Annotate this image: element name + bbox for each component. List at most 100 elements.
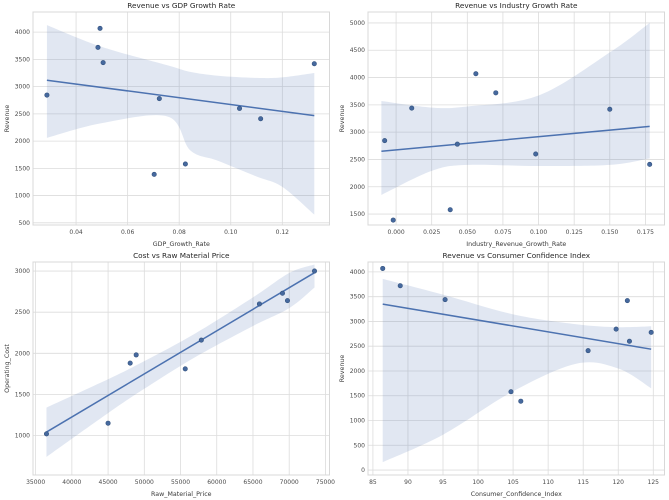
y-tick-label: 500: [19, 220, 31, 227]
x-tick-label: 120: [612, 479, 624, 486]
y-tick-label: 1500: [15, 165, 30, 172]
scatter-point: [472, 71, 478, 77]
chart-title: Revenue vs GDP Growth Rate: [127, 1, 236, 10]
x-tick-label: 0.100: [529, 229, 546, 236]
y-tick-label: 2000: [15, 350, 30, 357]
scatter-point: [95, 44, 101, 50]
trend-line: [380, 125, 650, 153]
x-tick-label: 60000: [207, 479, 226, 486]
plot-area: [33, 12, 330, 225]
scatter-point: [517, 398, 523, 404]
scatter-point: [100, 60, 106, 66]
y-tick-label: 3500: [15, 56, 30, 63]
scatter-point: [648, 329, 654, 335]
y-tick-label: 5000: [349, 20, 364, 27]
confidence-band: [46, 25, 315, 215]
y-tick-label: 1000: [349, 418, 364, 425]
chart-revenue-vs-gdp-growth-rate: 0.04 0.06 0.08 0.10 0.12 500 1000 1500 2000 2500 3…: [0, 0, 335, 250]
scatter-point: [447, 207, 453, 213]
scatter-point: [237, 105, 243, 111]
scatter-point: [182, 366, 188, 372]
chart-title: Revenue vs Consumer Confidence Index: [442, 251, 590, 260]
scatter-point: [105, 420, 111, 426]
y-tick-label: 1500: [349, 211, 364, 218]
scatter-point: [442, 297, 448, 303]
x-tick-label: 0.06: [121, 229, 135, 236]
x-tick-label: 45000: [99, 479, 118, 486]
y-tick-label: 3500: [349, 102, 364, 109]
scatter-point: [626, 338, 632, 344]
confidence-band: [382, 278, 651, 463]
scatter-point: [44, 92, 50, 98]
scatter-point: [532, 151, 538, 157]
y-tick-label: 1000: [15, 433, 30, 440]
x-tick-label: 0.04: [69, 229, 83, 236]
subplot-cost-vs-raw-material-price: 35000 40000 45000 50000 55000 60000 65000 70000…: [0, 250, 335, 500]
scatter-point: [606, 106, 612, 112]
y-tick-label: 4000: [349, 75, 364, 82]
y-tick-label: 4500: [349, 47, 364, 54]
chart-title: Revenue vs Industry Growth Rate: [455, 1, 578, 10]
x-tick-label: 0.150: [601, 229, 618, 236]
y-tick-label: 3000: [349, 318, 364, 325]
subplot-revenue-vs-gdp-growth-rate: 0.04 0.06 0.08 0.10 0.12 500 1000 1500 2000 2500 3…: [0, 0, 335, 250]
scatter-point: [256, 301, 262, 307]
trend-line: [46, 79, 315, 117]
chart-revenue-vs-consumer-confidence-index: 85 90 95 100 105 110 115 120 125 0 500 1000 1500 2000…: [334, 250, 669, 500]
x-tick-label: 0.050: [458, 229, 475, 236]
x-tick-label: 70000: [280, 479, 299, 486]
y-tick-label: 1000: [15, 193, 30, 200]
scatter-point: [624, 298, 630, 304]
chart-revenue-vs-industry-growth-rate: 0.000 0.025 0.050 0.075 0.100 0.125 0.150 0.175…: [334, 0, 669, 250]
x-axis-label: Raw_Material_Price: [151, 491, 212, 498]
x-tick-label: 0.10: [224, 229, 238, 236]
x-tick-label: 40000: [62, 479, 81, 486]
x-tick-label: 55000: [171, 479, 190, 486]
scatter-point: [379, 265, 385, 271]
y-tick-label: 2500: [15, 111, 30, 118]
confidence-band: [380, 22, 650, 195]
chart-title: Cost vs Raw Material Price: [133, 251, 230, 260]
x-axis-label: Industry_Revenue_Growth_Rate: [466, 241, 566, 248]
scatter-point: [151, 171, 157, 177]
plot-area: [367, 12, 664, 225]
scatter-point: [613, 326, 619, 332]
trend-line: [46, 272, 315, 433]
y-tick-label: 1500: [15, 391, 30, 398]
x-tick-label: 105: [507, 479, 519, 486]
scatter-point: [381, 138, 387, 144]
x-tick-label: 0.075: [494, 229, 511, 236]
y-tick-label: 3000: [349, 129, 364, 136]
scatter-point: [492, 90, 498, 96]
x-tick-label: 0.12: [276, 229, 290, 236]
x-tick-label: 125: [647, 479, 659, 486]
scatter-point: [454, 141, 460, 147]
x-tick-label: 35000: [26, 479, 45, 486]
x-tick-label: 85: [369, 479, 377, 486]
y-tick-label: 0: [361, 467, 365, 474]
y-tick-label: 2000: [349, 184, 364, 191]
plot-area: [367, 262, 664, 475]
plot-area: [33, 262, 330, 475]
scatter-point: [284, 298, 290, 304]
y-tick-label: 2000: [15, 138, 30, 145]
y-tick-label: 2000: [349, 368, 364, 375]
scatter-point: [311, 61, 317, 67]
scatter-point: [156, 96, 162, 102]
x-tick-label: 90: [404, 479, 412, 486]
y-tick-label: 500: [353, 442, 365, 449]
y-tick-label: 2500: [349, 156, 364, 163]
plot-spine: [367, 11, 665, 226]
x-tick-label: 65000: [243, 479, 262, 486]
y-tick-label: 1500: [349, 393, 364, 400]
y-tick-label: 2500: [349, 343, 364, 350]
chart-cost-vs-raw-material-price: 35000 40000 45000 50000 55000 60000 65000 70000…: [0, 250, 335, 500]
x-tick-label: 0.025: [423, 229, 440, 236]
x-tick-label: 95: [439, 479, 447, 486]
x-tick-label: 0.125: [565, 229, 582, 236]
y-tick-label: 3000: [15, 84, 30, 91]
x-tick-label: 0.08: [173, 229, 187, 236]
x-tick-label: 115: [577, 479, 589, 486]
scatter-point: [97, 25, 103, 31]
